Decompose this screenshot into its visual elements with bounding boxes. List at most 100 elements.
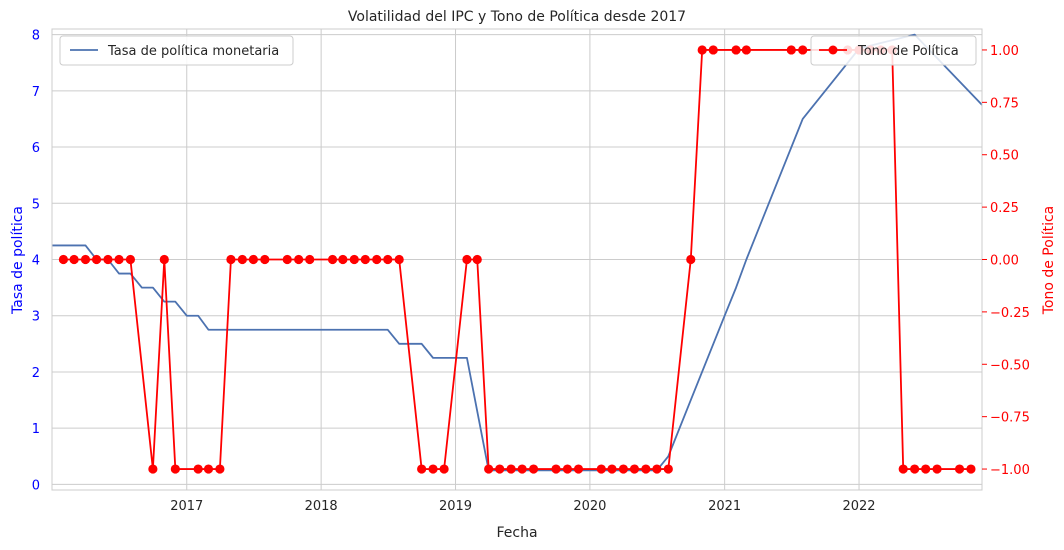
x-axis-label: Fecha [496, 525, 537, 541]
tone-point [248, 254, 258, 265]
tone-point [462, 254, 472, 265]
tone-point [708, 45, 718, 55]
tone-point [686, 254, 696, 265]
x-axis-ticks: 2017 2018 2019 2020 2021 2022 [170, 499, 875, 514]
tone-point [798, 45, 808, 55]
y-right-tick-label: −0.50 [990, 358, 1030, 373]
tone-point [170, 464, 180, 474]
y-left-tick-label: 6 [32, 141, 40, 156]
legend-rate-label: Tasa de política monetaria [107, 44, 279, 59]
tone-point [417, 464, 427, 474]
tone-point [517, 464, 527, 474]
tone-point [562, 464, 573, 474]
legend-right-box [810, 35, 977, 66]
y-right-tick-label: 0.25 [990, 201, 1019, 216]
tone-point [663, 464, 673, 474]
tone-point [495, 464, 505, 474]
tone-point [114, 254, 124, 265]
tone-point [226, 254, 236, 265]
tone-point [528, 464, 539, 474]
y-right-tick-label: −0.75 [990, 411, 1030, 426]
tone-point [596, 464, 606, 474]
tone-point [652, 464, 662, 474]
tone-point [618, 464, 629, 474]
y-axis-left-label: Tasa de política [10, 206, 26, 315]
y-left-tick-label: 4 [32, 254, 40, 269]
tone-point [786, 45, 796, 55]
y-axis-left-ticks: 0 1 2 3 4 5 6 7 8 [32, 29, 40, 494]
y-right-tick-label: −0.25 [990, 306, 1030, 321]
tone-point [91, 254, 102, 265]
tone-point [360, 254, 370, 265]
y-left-tick-label: 5 [32, 197, 40, 212]
tone-point [372, 254, 382, 265]
tone-point [148, 464, 158, 474]
tone-point [305, 254, 315, 265]
y-right-tick-label: 0.75 [990, 96, 1019, 111]
tone-point [607, 464, 617, 474]
tone-point [237, 254, 247, 265]
tone-point [506, 464, 516, 474]
chart-title: Volatilidad del IPC y Tono de Política d… [348, 9, 686, 25]
y-left-tick-label: 1 [32, 422, 40, 437]
tone-point [741, 45, 751, 55]
y-right-tick-label: 0.50 [990, 149, 1019, 164]
series-rate [52, 33, 983, 472]
tone-point [80, 254, 91, 265]
y-right-tick-label: 1.00 [990, 44, 1019, 59]
legend-tone-label: Tono de Política [857, 44, 959, 59]
tone-point [215, 464, 225, 474]
tone-point [551, 464, 561, 474]
y-axis-right-label: Tono de Política [1041, 206, 1057, 316]
tone-point [910, 464, 920, 474]
tone-point [260, 254, 270, 265]
tone-point [69, 254, 79, 265]
x-tick-label: 2017 [170, 499, 203, 514]
tone-point [573, 464, 584, 474]
x-tick-label: 2021 [708, 499, 741, 514]
y-left-tick-label: 7 [32, 85, 40, 100]
series-tone [58, 45, 976, 474]
rate-line [52, 33, 983, 472]
tone-point [932, 464, 942, 474]
tone-point [193, 464, 203, 474]
tone-point [954, 464, 965, 474]
tone-point [966, 464, 976, 474]
legend-right: Tono de Política [810, 35, 977, 66]
tone-point [294, 254, 304, 265]
tone-point [338, 254, 348, 265]
y-right-tick-label: 0.00 [990, 254, 1019, 269]
tone-point [921, 464, 931, 474]
y-right-tick-label: −1.00 [990, 463, 1030, 478]
tone-point [641, 464, 651, 474]
y-left-tick-label: 0 [32, 478, 40, 493]
tone-point [472, 254, 482, 265]
tone-point [282, 254, 292, 265]
tone-point [439, 464, 449, 474]
y-left-tick-label: 3 [32, 310, 40, 325]
tone-point [731, 45, 741, 55]
tone-point [394, 254, 404, 265]
tone-point [898, 464, 908, 474]
tone-point [125, 254, 136, 265]
y-axis-right-ticks: −1.00 −0.75 −0.50 −0.25 0.00 0.25 0.50 0.75 1.00 [982, 44, 1030, 478]
tone-point [203, 464, 214, 474]
tone-point [159, 254, 169, 265]
tone-point [383, 254, 393, 265]
tone-point [697, 45, 707, 55]
x-tick-label: 2020 [573, 499, 606, 514]
legend-tone-marker [828, 45, 838, 55]
tone-point [103, 254, 113, 265]
y-left-tick-label: 2 [32, 366, 40, 381]
x-tick-label: 2019 [439, 499, 472, 514]
tone-point [428, 464, 438, 474]
x-tick-label: 2022 [842, 499, 875, 514]
grid [52, 29, 982, 490]
tone-point [327, 254, 338, 265]
legend-left: Tasa de política monetaria [59, 35, 294, 66]
tone-point [58, 254, 69, 265]
y-left-tick-label: 8 [32, 29, 40, 44]
x-tick-label: 2018 [305, 499, 338, 514]
